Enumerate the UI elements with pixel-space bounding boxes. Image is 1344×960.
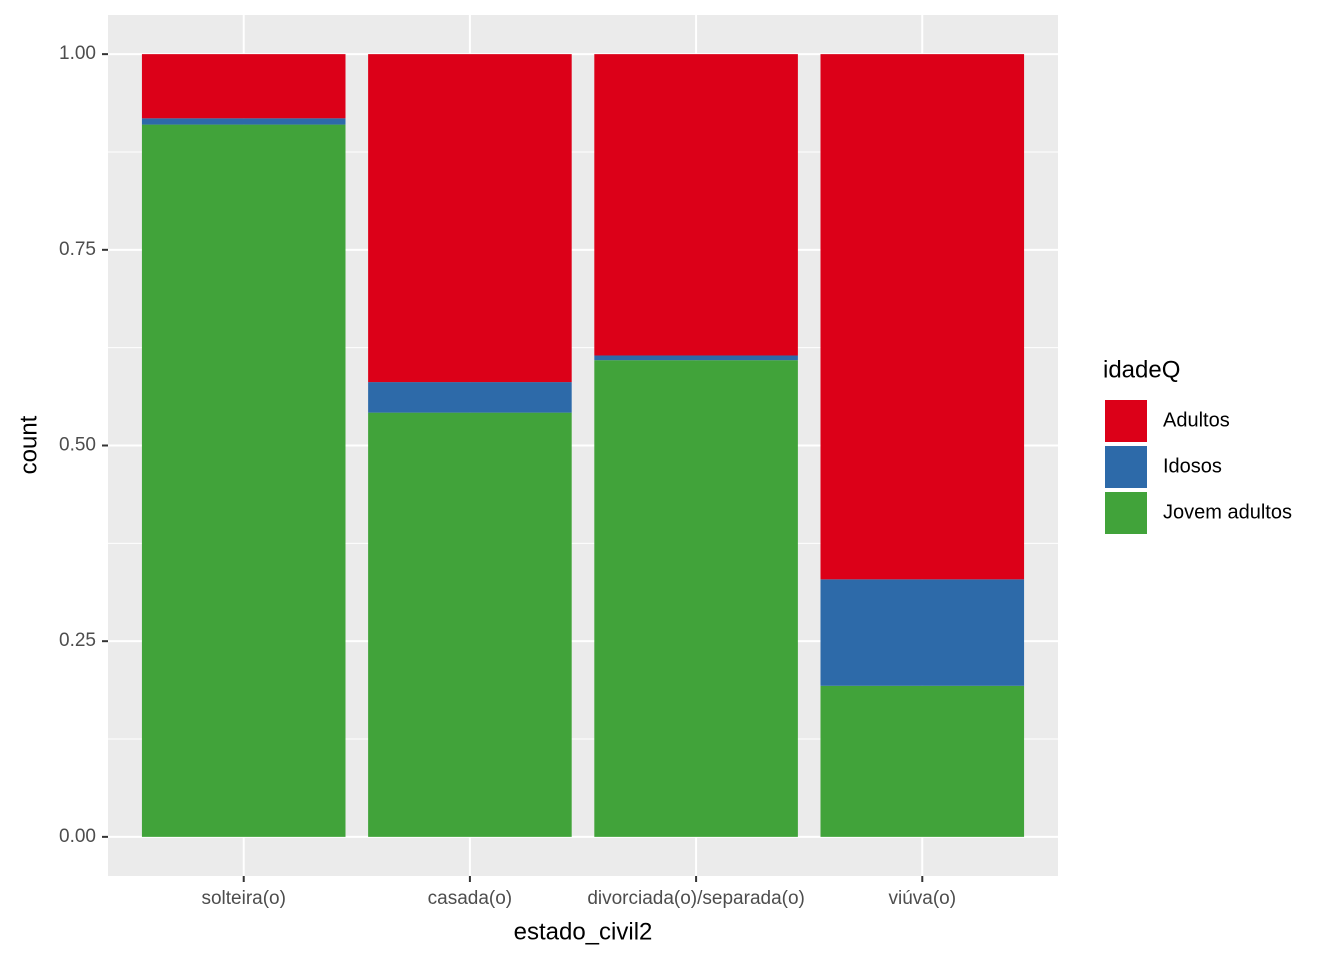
bar-segment — [368, 54, 572, 383]
legend-title: idadeQ — [1103, 356, 1180, 383]
legend-key — [1103, 398, 1149, 444]
y-tick-label: 0.25 — [59, 630, 96, 651]
y-tick-label: 0.50 — [59, 435, 96, 456]
x-tick-label: casada(o) — [428, 888, 513, 909]
y-axis-title: count — [15, 415, 42, 474]
legend-label: Idosos — [1163, 455, 1222, 477]
y-tick-label: 0.75 — [59, 239, 96, 260]
bar-segment — [594, 360, 798, 837]
y-tick-label: 1.00 — [59, 43, 96, 64]
bar-segment — [368, 412, 572, 837]
legend-key — [1103, 490, 1149, 536]
bar-segment — [141, 124, 346, 837]
legend-label: Jovem adultos — [1163, 501, 1292, 523]
y-tick-label: 0.00 — [59, 826, 96, 847]
legend-key — [1103, 444, 1149, 490]
bar-segment — [141, 54, 346, 119]
bar-segment — [820, 54, 1025, 580]
bar-segment — [141, 118, 346, 125]
bar-segment — [820, 685, 1025, 837]
x-tick-label: viúva(o) — [888, 888, 956, 909]
bar-segment — [594, 355, 798, 361]
legend-label: Adultos — [1163, 409, 1230, 431]
x-tick-label: solteira(o) — [201, 888, 285, 909]
x-axis-title: estado_civil2 — [514, 918, 653, 945]
x-tick-label: divorciada(o)/separada(o) — [587, 888, 805, 909]
bar-segment — [368, 382, 572, 413]
bar-segment — [594, 54, 798, 356]
bar-segment — [820, 579, 1025, 686]
